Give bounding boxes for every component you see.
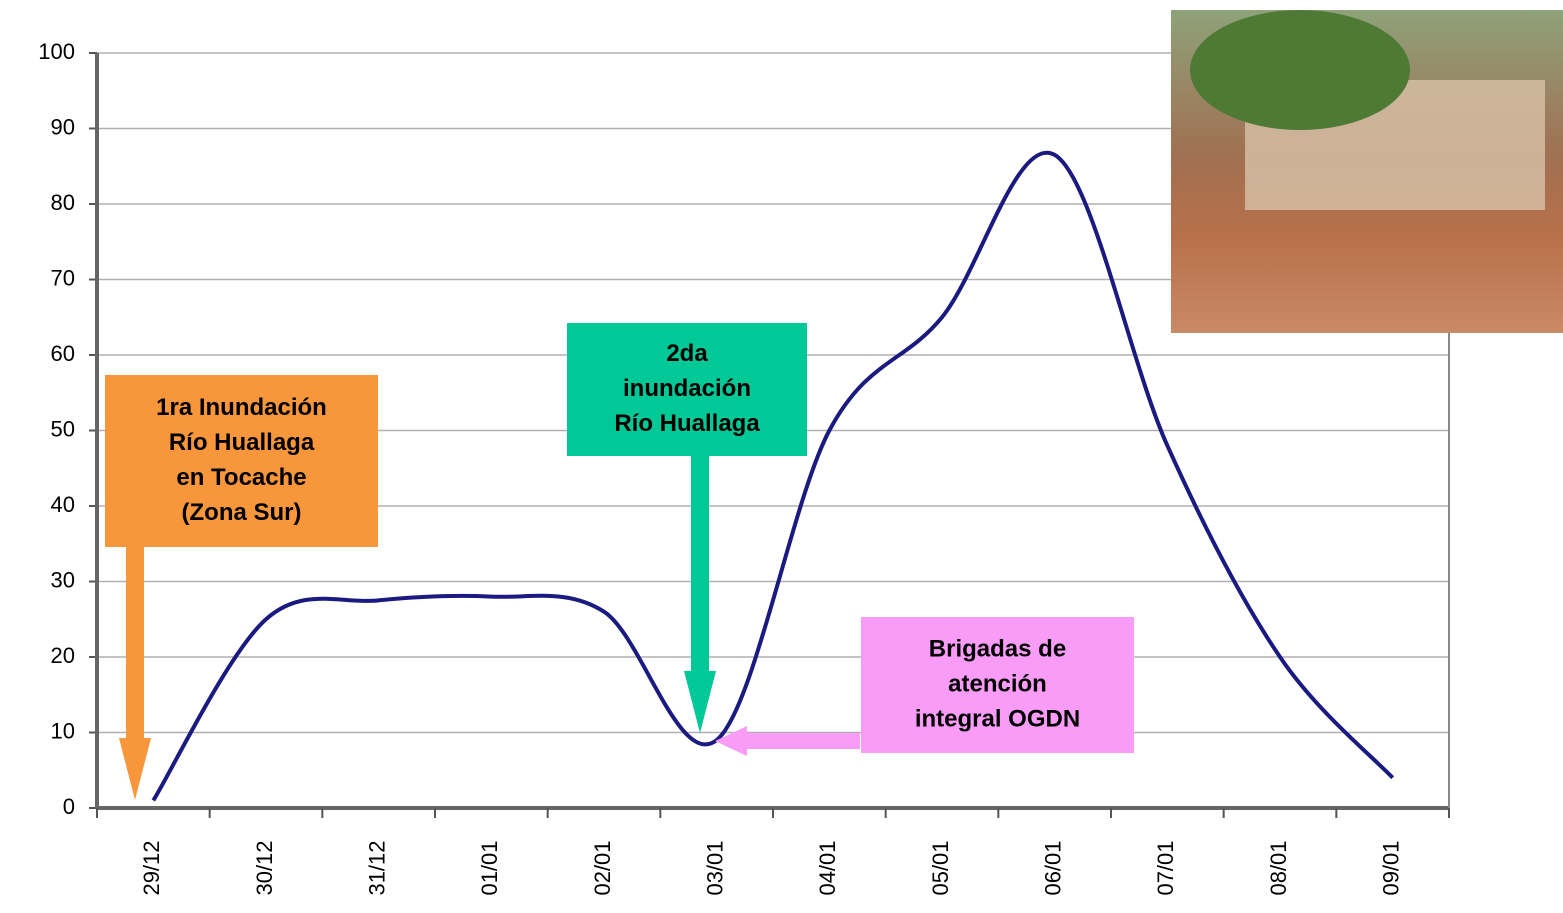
annotation-box: [567, 323, 807, 456]
x-tick-label: 07/01: [1153, 840, 1178, 895]
y-tick-label: 10: [51, 718, 75, 743]
y-tick-label: 100: [38, 39, 75, 64]
y-tick-label: 20: [51, 643, 75, 668]
x-tick-label: 30/12: [252, 840, 277, 895]
annotation-text: atención: [948, 670, 1047, 697]
x-tick-label: 29/12: [139, 840, 164, 895]
annotation-text: 2da: [666, 340, 708, 367]
y-tick-label: 80: [51, 190, 75, 215]
arrow-shaft: [745, 733, 860, 749]
annotation-text: (Zona Sur): [182, 499, 302, 526]
y-tick-label: 70: [51, 265, 75, 290]
annotation-text: 1ra Inundación: [156, 394, 327, 421]
annotation-text: Río Huallaga: [169, 429, 315, 456]
y-tick-label: 60: [51, 341, 75, 366]
arrow-head: [684, 671, 716, 733]
y-tick-label: 50: [51, 416, 75, 441]
annotation-text: inundación: [623, 375, 751, 402]
y-tick-label: 30: [51, 567, 75, 592]
x-tick-label: 01/01: [477, 840, 502, 895]
annotation-text: integral OGDN: [915, 705, 1080, 732]
y-tick-label: 0: [63, 794, 75, 819]
arrow-shaft: [126, 547, 144, 740]
x-tick-label: 09/01: [1378, 840, 1403, 895]
annotation-text: en Tocache: [176, 464, 306, 491]
y-tick-label: 40: [51, 492, 75, 517]
annotation-box: [861, 617, 1134, 753]
photo-tree: [1190, 10, 1410, 130]
x-tick-label: 31/12: [364, 840, 389, 895]
annotation-text: Brigadas de: [929, 635, 1066, 662]
arrow-shaft: [691, 456, 709, 673]
x-tick-label: 06/01: [1040, 840, 1065, 895]
line: [151, 150, 1395, 802]
arrow-head: [715, 726, 747, 756]
x-tick-label: 08/01: [1266, 840, 1291, 895]
x-tick-label: 05/01: [928, 840, 953, 895]
x-tick-label: 02/01: [590, 840, 615, 895]
x-tick-label: 03/01: [702, 840, 727, 895]
annotation-box: [105, 375, 378, 547]
y-tick-label: 90: [51, 114, 75, 139]
x-tick-label: 04/01: [815, 840, 840, 895]
arrow-head: [119, 738, 151, 800]
annotation-text: Río Huallaga: [614, 410, 760, 437]
